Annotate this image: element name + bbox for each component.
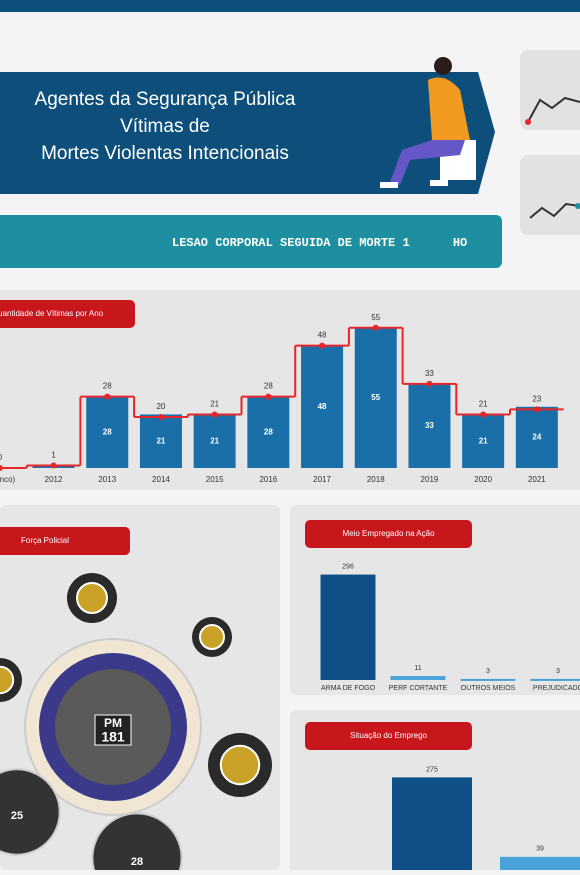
bar-value-label: 275 [426, 766, 438, 773]
line-point [158, 414, 164, 420]
x-tick-label: OUTROS MEIOS [461, 685, 516, 692]
line-value-label: 21 [210, 400, 219, 409]
line-point [51, 462, 57, 468]
x-tick-label: (Branco) [0, 475, 16, 484]
chart-title: Quantidade de Vítimas por Ano [0, 309, 104, 318]
line-point [426, 381, 432, 387]
x-tick-label: 2019 [421, 475, 439, 484]
top-bar [0, 0, 580, 12]
x-tick-label: 2021 [528, 475, 546, 484]
line-point [104, 394, 110, 400]
bar-value-label: 39 [536, 846, 544, 853]
bar [321, 575, 376, 680]
x-tick-label: 2017 [313, 475, 331, 484]
line-value-label: 33 [425, 369, 434, 378]
x-tick-label: 2016 [259, 475, 277, 484]
header-title: Vítimas de [120, 116, 210, 137]
chart-title: Meio Empregado na Ação [342, 529, 435, 538]
x-tick-label: 2012 [45, 475, 63, 484]
bar-value-label: 33 [425, 421, 434, 430]
mini-cards [520, 50, 580, 235]
line-value-label: 48 [318, 331, 327, 340]
x-tick-label: 2013 [98, 475, 116, 484]
bar [391, 676, 446, 680]
x-tick-label: 2015 [206, 475, 224, 484]
line-value-label: 20 [156, 402, 165, 411]
x-tick-label: 2018 [367, 475, 385, 484]
bar-value-label: 21 [479, 436, 488, 445]
bar [392, 777, 472, 870]
x-tick-label: 2014 [152, 475, 170, 484]
bar [461, 679, 516, 681]
line-value-label: 28 [103, 382, 112, 391]
line-point [265, 394, 271, 400]
line-point [373, 325, 379, 331]
chart-title: Situação do Emprego [350, 731, 427, 740]
bar-value-label: 3 [556, 668, 560, 675]
line-value-label: 23 [532, 394, 541, 403]
bar [500, 857, 580, 870]
bar [531, 679, 580, 681]
bar-value-label: 21 [156, 436, 165, 445]
x-tick-label: PREJUDICADO [533, 685, 580, 692]
bar-value-label: 11 [414, 665, 421, 672]
bar-value-label: 55 [371, 393, 380, 402]
bar-value-label: 48 [318, 402, 327, 411]
badge-emblem [221, 746, 259, 784]
line-point [319, 343, 325, 349]
x-tick-label: 2020 [474, 475, 492, 484]
line-point [212, 411, 218, 417]
line-value-label: 21 [479, 400, 488, 409]
x-tick-label: PERF CORTANTE [389, 685, 448, 692]
header-title: Agentes da Segurança Pública [35, 89, 296, 110]
bubble-value: 25 [11, 810, 23, 822]
line-point [480, 411, 486, 417]
line-value-label: 55 [371, 313, 380, 322]
line-point [534, 406, 540, 412]
bubble-value: 181 [101, 729, 125, 745]
badge-emblem [77, 583, 107, 613]
x-tick-label: ARMA DE FOGO [321, 685, 376, 692]
line-value-label: 28 [264, 382, 273, 391]
bar-value-label: 24 [532, 433, 541, 442]
ticker-text: LESAO CORPORAL SEGUIDA DE MORTE 1 HO [172, 236, 467, 250]
bar-value-label: 3 [486, 668, 490, 675]
badge-emblem [200, 625, 224, 649]
header-title: Mortes Violentas Intencionais [41, 143, 289, 164]
bar-value-label: 28 [103, 427, 112, 436]
bar-value-label: 296 [342, 563, 354, 570]
chart-title: Força Policial [21, 536, 69, 545]
bar-value-label: 28 [264, 427, 273, 436]
bar-value-label: 21 [210, 436, 219, 445]
bubble-value: 28 [131, 856, 143, 868]
line-value-label: 1 [51, 451, 56, 460]
